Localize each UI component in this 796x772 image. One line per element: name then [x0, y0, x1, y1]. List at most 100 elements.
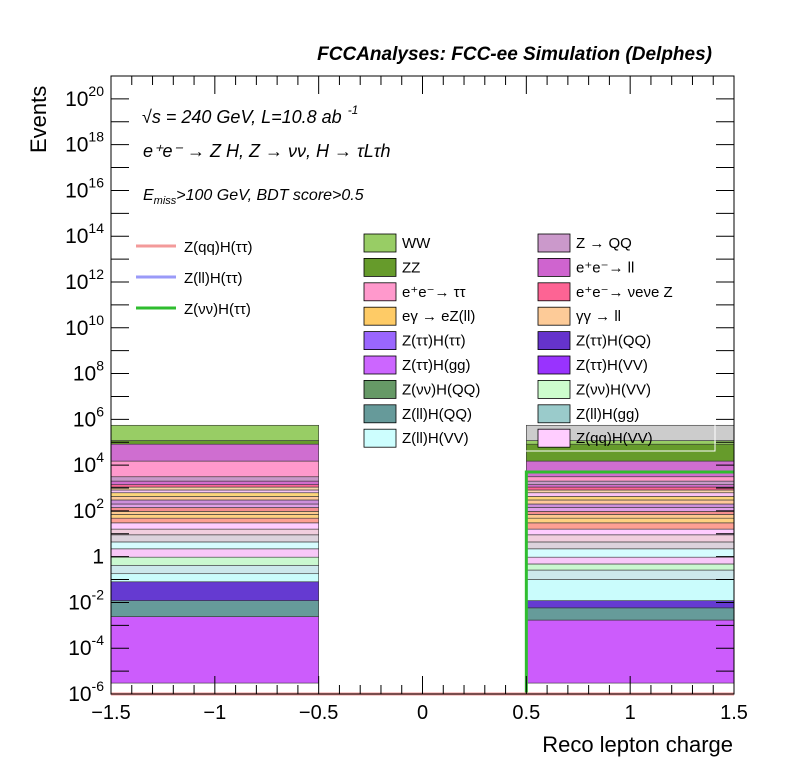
- legend-box-label: Z → QQ: [576, 235, 632, 252]
- stack-segment: [526, 517, 735, 524]
- stack-segment: [110, 514, 319, 519]
- stack-segment: [110, 517, 319, 524]
- stack-segment: [110, 522, 319, 530]
- stack-segment: [526, 507, 735, 512]
- legend-box-swatch: [363, 404, 397, 424]
- stack-segment: [526, 607, 735, 621]
- legend-box-swatch: [537, 257, 571, 277]
- stack-segment: [110, 548, 319, 558]
- stack-segment: [526, 522, 735, 530]
- legend-box-swatch: [363, 233, 397, 253]
- stack-segment: [110, 503, 319, 508]
- stack-segment: [110, 564, 319, 575]
- y-tick-label: 1012: [65, 266, 104, 294]
- stack-segment: [110, 486, 319, 491]
- stack-segment: [110, 528, 319, 536]
- legend-frame: [360, 228, 716, 452]
- stack-segment: [526, 486, 735, 491]
- stack-segment: [110, 424, 319, 441]
- legend-line-label: Z(νν)H(ττ): [184, 301, 251, 318]
- y-tick-label: 1016: [65, 174, 104, 202]
- stack-segment: [110, 573, 319, 583]
- legend-box-label: Z(νν)H(QQ): [402, 381, 480, 398]
- legend-box-swatch: [537, 233, 571, 253]
- legend-box-swatch: [537, 428, 571, 448]
- legend-line-label: Z(ll)H(ττ): [184, 270, 243, 287]
- y-tick-label: 1: [92, 546, 104, 569]
- y-tick-label: 1020: [65, 83, 104, 111]
- stack-segment: [526, 563, 735, 571]
- cut-label: Emiss>100 GeV, BDT score>0.5: [143, 187, 364, 207]
- legend-box-label: e⁺e⁻→ ll: [576, 259, 634, 276]
- stack-segment: [526, 569, 735, 580]
- stack-segment: [110, 443, 319, 462]
- y-tick-label: 1014: [65, 220, 104, 248]
- legend-signal-lines: Z(qq)H(ττ) Z(ll)H(ττ) Z(νν)H(ττ): [136, 239, 253, 318]
- legend-box-swatch: [363, 428, 397, 448]
- stack-segment: [110, 476, 319, 482]
- stack-segment: [110, 480, 319, 485]
- x-tick-label: 1.5: [720, 702, 748, 724]
- legend-box-swatch: [537, 331, 571, 351]
- y-tick-label: 108: [73, 358, 104, 386]
- y-tick-label: 1018: [65, 129, 104, 157]
- legend-box-label: Z(ττ)H(VV): [576, 357, 648, 374]
- legend-box-label: ZZ: [402, 259, 420, 276]
- x-tick-label: 0.5: [512, 702, 540, 724]
- stack-segment: [110, 499, 319, 505]
- legend-box-label: Z(qq)H(VV): [576, 430, 653, 447]
- stack-segment: [526, 528, 735, 536]
- y-tick-label: 106: [73, 403, 104, 431]
- cut-text: >100 GeV, BDT score>0.5: [176, 187, 363, 204]
- stack-segment: [526, 619, 735, 684]
- x-tick-label: 0: [417, 702, 428, 724]
- energy-label: √s = 240 GeV, L=10.8 ab -1: [142, 103, 358, 127]
- y-tick-label: 1010: [65, 312, 104, 340]
- legend-box-label: e⁺e⁻→ νeνe Z: [576, 284, 673, 301]
- legend-box-swatch: [363, 306, 397, 326]
- legend-line-label: Z(qq)H(ττ): [184, 239, 253, 256]
- y-axis-label: Events: [26, 86, 51, 153]
- stack-segment: [526, 499, 735, 505]
- cut-subscript: miss: [154, 195, 177, 207]
- legend-box-label: Z(ll)H(VV): [402, 430, 469, 447]
- stack-segment: [110, 460, 319, 478]
- chart-title: FCCAnalyses: FCC-ee Simulation (Delphes): [317, 44, 712, 65]
- stack-bars: [110, 424, 735, 684]
- cut-symbol: E: [143, 187, 154, 204]
- legend-box-swatch: [537, 379, 571, 399]
- stack-segment: [110, 492, 319, 497]
- y-tick-label: 10-4: [68, 632, 104, 660]
- legend-box-swatch: [363, 379, 397, 399]
- stack-segment: [110, 511, 319, 515]
- legend-box-label: Z(νν)H(VV): [576, 381, 651, 398]
- stack-segment: [526, 492, 735, 497]
- y-tick-label: 102: [73, 495, 104, 523]
- legend-box-label: Z(ττ)H(ττ): [402, 333, 466, 350]
- stack-segment: [110, 507, 319, 512]
- energy-exponent: -1: [348, 103, 359, 117]
- stack-segment: [110, 556, 319, 566]
- stack-segment: [110, 600, 319, 617]
- y-tick-label: 10-2: [68, 586, 104, 614]
- y-axis-ticks: 10-6 10-4 10-2 1 102 104 106 108 1010 1012 1014 101…: [65, 83, 734, 706]
- stack-segment: [526, 548, 735, 558]
- stack-segment: [110, 484, 319, 488]
- stack-segment: [110, 534, 319, 543]
- legend-box-label: Z(ll)H(gg): [576, 406, 639, 423]
- legend-box-swatch: [363, 355, 397, 375]
- stack-segment: [526, 556, 735, 565]
- stack-segment: [526, 484, 735, 488]
- stack-segment: [526, 579, 735, 601]
- x-axis-ticks: −1.5 −1 −0.5 0 0.5 1 1.5: [91, 76, 748, 724]
- stack-segment: [110, 616, 319, 684]
- legend-box-label: Z(ll)H(QQ): [402, 406, 472, 423]
- stack-segment: [526, 460, 735, 478]
- stack-segment: [526, 534, 735, 543]
- y-tick-label: 104: [73, 449, 104, 477]
- y-tick-label: 10-6: [68, 678, 104, 706]
- stack-segment: [526, 489, 735, 494]
- process-label: e⁺e⁻ → Z H, Z → νν, H → τLτh: [143, 141, 391, 161]
- stack-segment: [526, 496, 735, 501]
